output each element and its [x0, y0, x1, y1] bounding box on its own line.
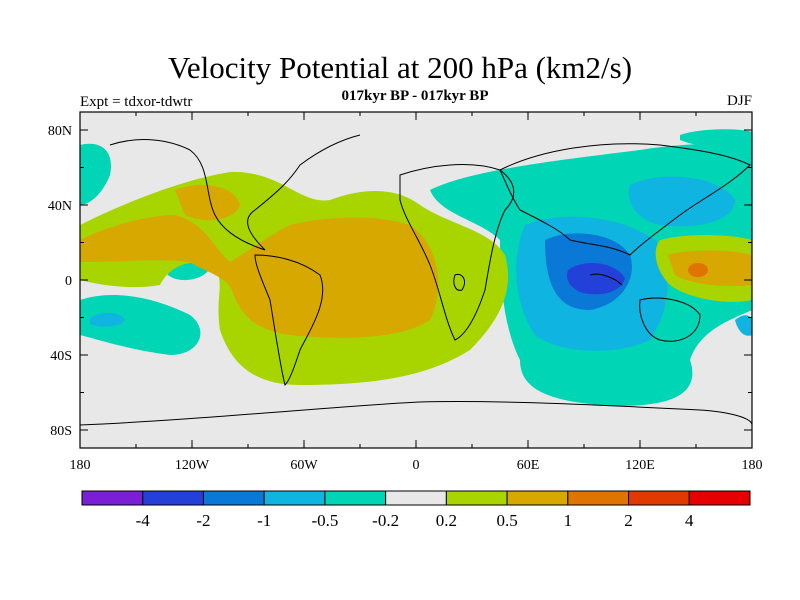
- x-axis: 180 120W 60W 0 60E 120E 180: [70, 112, 763, 473]
- colorbar-label: -0.5: [311, 511, 338, 530]
- colorbar-swatch: [567, 490, 630, 506]
- contour-region: [668, 250, 752, 287]
- colorbar-swatch: [688, 490, 751, 506]
- map-panel: [80, 112, 752, 448]
- coastlines: [80, 134, 752, 426]
- colorbar-swatch: [263, 490, 326, 506]
- contour-region: [80, 295, 201, 355]
- colorbar-swatch: [445, 490, 508, 506]
- colorbar-label: -4: [136, 511, 151, 530]
- contour-region: [566, 263, 625, 295]
- contour-region: [80, 143, 111, 205]
- colorbar-swatch: [385, 490, 447, 506]
- page-title: Velocity Potential at 200 hPa (km2/s): [167, 50, 633, 85]
- y-tick-label: 40S: [50, 349, 72, 364]
- colorbar-label: -2: [196, 511, 210, 530]
- colorbar-swatch: [506, 490, 569, 506]
- x-tick-label: 120E: [625, 458, 655, 473]
- x-tick-label: 120W: [175, 458, 210, 473]
- contour-region: [735, 315, 752, 336]
- contour-region: [680, 129, 752, 150]
- contour-region: [628, 176, 735, 227]
- colorbar-swatch: [628, 490, 690, 506]
- colorbar-swatch: [142, 490, 204, 506]
- colorbar: -4 -2 -1 -0.5 -0.2 0.2 0.5 1 2 4: [81, 490, 751, 530]
- y-axis: 80N 40N 0 40S 80S: [48, 124, 752, 439]
- contour-region: [688, 263, 708, 277]
- x-tick-label: 60W: [290, 458, 318, 473]
- plot-subtitle: 017kyr BP - 017kyr BP: [341, 88, 489, 104]
- colorbar-label: 1: [564, 511, 573, 530]
- x-tick-label: 180: [70, 458, 91, 473]
- colorbar-label: 0.5: [496, 511, 517, 530]
- x-tick-label: 180: [742, 458, 763, 473]
- colorbar-label: 0.2: [436, 511, 457, 530]
- x-tick-label: 0: [413, 458, 420, 473]
- y-tick-label: 80N: [48, 124, 72, 139]
- y-tick-label: 80S: [50, 424, 72, 439]
- colorbar-label: 4: [685, 511, 694, 530]
- experiment-label: Expt = tdxor-tdwtr: [80, 94, 193, 110]
- y-tick-label: 0: [65, 274, 72, 289]
- y-tick-label: 40N: [48, 199, 72, 214]
- contour-region: [175, 185, 240, 221]
- season-label: DJF: [726, 93, 752, 109]
- colorbar-swatch: [324, 490, 387, 506]
- colorbar-label: 2: [624, 511, 633, 530]
- x-tick-label: 60E: [517, 458, 540, 473]
- colorbar-swatch: [202, 490, 265, 506]
- contour-region: [80, 215, 439, 338]
- colorbar-label: -0.2: [372, 511, 399, 530]
- colorbar-swatch: [81, 490, 144, 506]
- colorbar-label: -1: [257, 511, 271, 530]
- contour-region: [90, 312, 125, 327]
